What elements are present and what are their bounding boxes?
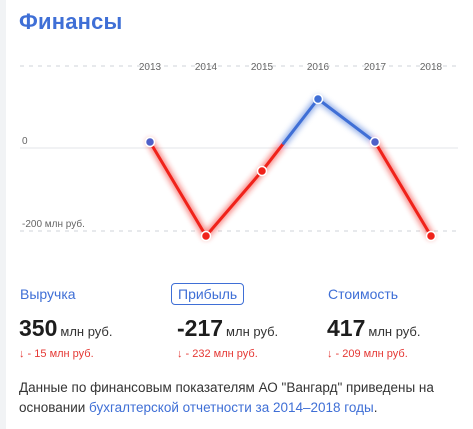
section-title: Финансы	[19, 9, 123, 34]
y-label-zero: 0	[22, 136, 28, 147]
metric-unit: млн руб.	[368, 324, 421, 339]
metric-value-row: 350 млн руб.	[19, 315, 169, 342]
x-tick-label: 2017	[364, 62, 387, 73]
note-end: .	[373, 400, 378, 415]
metric-tab-button[interactable]: Стоимость	[328, 286, 399, 302]
series-line-segment	[282, 97, 320, 145]
metric-card: Выручка 350 млн руб. ↓ - 15 млн руб.	[19, 283, 169, 360]
metric-change: ↓ - 209 млн руб.	[327, 348, 408, 360]
metric-value: -217	[177, 315, 224, 341]
x-tick-label: 2015	[251, 62, 274, 73]
series-line-segment	[316, 97, 377, 144]
metric-tab-button[interactable]: Выручка	[20, 286, 76, 302]
series-line-segment	[260, 141, 286, 173]
data-point[interactable]	[256, 165, 268, 177]
series-line-segment	[148, 140, 208, 238]
x-tick-label: 2014	[195, 62, 218, 73]
data-point[interactable]	[425, 230, 437, 242]
data-point[interactable]	[144, 136, 156, 148]
data-point[interactable]	[312, 93, 324, 105]
x-tick-label: 2013	[139, 62, 162, 73]
metric-value-row: 417 млн руб.	[327, 315, 473, 342]
series-line-segment	[204, 169, 264, 238]
financial-line-chart: 0 -200 млн руб. 2013 2014 2015 2016 2017 2018	[20, 62, 458, 242]
data-point[interactable]	[369, 136, 381, 148]
x-tick-label: 2018	[420, 62, 443, 73]
y-label-minus200: -200 млн руб.	[22, 218, 85, 230]
metric-unit: млн руб.	[226, 324, 279, 339]
metric-value: 350	[19, 315, 58, 341]
note-text: Данные по финансовым показателям АО "Ван…	[19, 380, 434, 415]
metric-unit: млн руб.	[60, 324, 113, 339]
data-point[interactable]	[200, 230, 212, 242]
metric-value-row: -217 млн руб.	[177, 315, 327, 342]
accounting-report-link[interactable]: бухгалтерской отчетности за 2014–2018 го…	[89, 400, 374, 415]
metric-value: 417	[327, 315, 366, 341]
metric-card: Стоимость 417 млн руб. ↓ - 209 млн руб.	[327, 283, 473, 360]
metric-change: ↓ - 15 млн руб.	[19, 348, 94, 360]
data-source-note: Данные по финансовым показателям АО "Ван…	[19, 378, 459, 418]
left-accent-bar	[0, 0, 6, 429]
metric-tab-button[interactable]: Прибыль	[171, 283, 245, 305]
x-tick-label: 2016	[307, 62, 330, 73]
metric-change: ↓ - 232 млн руб.	[177, 348, 258, 360]
series-line-segment	[373, 140, 433, 238]
metric-card: Прибыль -217 млн руб. ↓ - 232 млн руб.	[171, 283, 327, 360]
